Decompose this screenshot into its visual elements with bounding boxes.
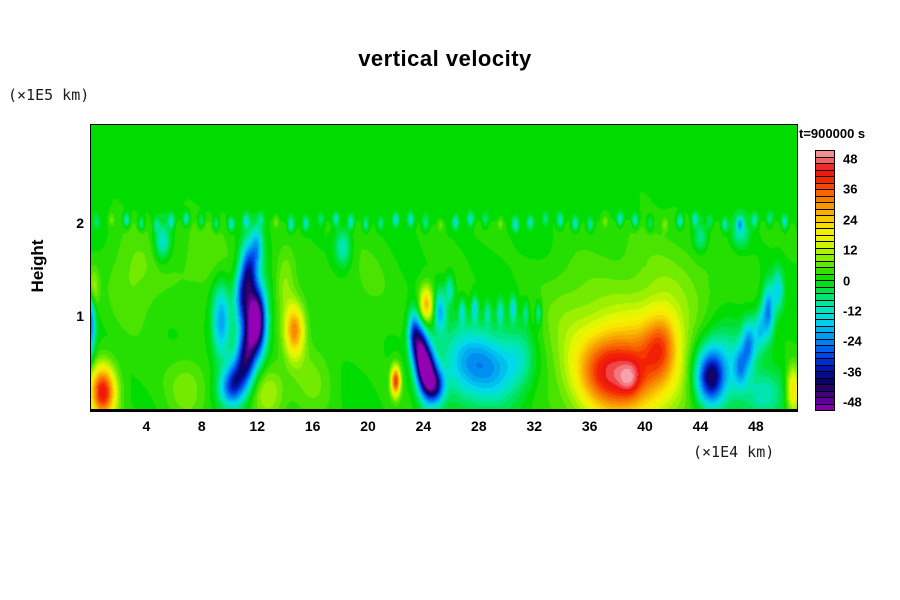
colorbar-cell: [815, 332, 835, 339]
colorbar-cell: [815, 150, 835, 157]
colorbar-cell: [815, 247, 835, 254]
x-tick-label: 4: [142, 418, 151, 434]
colorbar-cell: [815, 156, 835, 163]
colorbar-cell: [815, 371, 835, 378]
colorbar-cell: [815, 163, 835, 170]
colorbar-time-label: t=900000 s: [799, 126, 866, 141]
colorbar-cell: [815, 338, 835, 345]
colorbar-cell: [815, 189, 835, 196]
colorbar-cell: [815, 208, 835, 215]
colorbar-cell: [815, 254, 835, 261]
colorbar-cell: [815, 286, 835, 293]
y-tick-label: 2: [76, 215, 84, 231]
colorbar-tick-label: -24: [843, 333, 862, 349]
colorbar-cell: [815, 345, 835, 352]
colorbar-cell: [815, 384, 835, 391]
x-tick-label: 12: [249, 418, 265, 434]
colorbar-cell: [815, 306, 835, 313]
colorbar-cell: [815, 221, 835, 228]
colorbar-tick-label: 48: [843, 151, 858, 167]
x-tick-label: 48: [748, 418, 764, 434]
colorbar-cell: [815, 358, 835, 365]
colorbar-tick-label: -36: [843, 364, 862, 380]
y-axis-unit-label: (×1E5 km): [8, 86, 90, 104]
colorbar-cell: [815, 403, 835, 411]
x-tick-label: 28: [471, 418, 487, 434]
colorbar-cell: [815, 364, 835, 371]
plot-border: [90, 124, 798, 412]
x-tick-label: 8: [197, 418, 206, 434]
colorbar-cell: [815, 202, 835, 209]
y-axis-label: Height: [28, 239, 47, 293]
colorbar-cell: [815, 377, 835, 384]
y-tick-label: 1: [76, 308, 84, 324]
colorbar-tick-label: 24: [843, 212, 858, 228]
colorbar-cell: [815, 241, 835, 248]
colorbar-cell: [815, 176, 835, 183]
colorbar-cell: [815, 182, 835, 189]
x-tick-label: 40: [637, 418, 653, 434]
x-tick-label: 44: [692, 418, 709, 434]
colorbar-cell: [815, 390, 835, 397]
colorbar-cell: [815, 234, 835, 241]
colorbar-cell: [815, 267, 835, 274]
x-tick-label: 16: [304, 418, 321, 434]
colorbar-cell: [815, 299, 835, 306]
colorbar-cell: [815, 280, 835, 287]
x-axis-unit-label: (×1E4 km): [693, 443, 775, 461]
colorbar: [815, 150, 835, 411]
colorbar-cell: [815, 215, 835, 222]
colorbar-cell: [815, 325, 835, 332]
x-tick-label: 36: [581, 418, 598, 434]
colorbar-tick-label: 12: [843, 242, 858, 258]
colorbar-cell: [815, 312, 835, 319]
colorbar-cell: [815, 351, 835, 358]
velocity-heatmap-canvas: [91, 125, 797, 409]
colorbar-tick-label: 0: [843, 273, 851, 288]
colorbar-cell: [815, 260, 835, 267]
colorbar-cell: [815, 397, 835, 404]
colorbar-cell: [815, 228, 835, 235]
colorbar-tick-label: 36: [843, 181, 858, 197]
x-tick-label: 20: [360, 418, 376, 434]
colorbar-cell: [815, 293, 835, 300]
colorbar-tick-label: -12: [843, 303, 862, 319]
colorbar-cell: [815, 169, 835, 176]
page-title: vertical velocity: [358, 46, 532, 71]
x-tick-label: 24: [415, 418, 432, 434]
colorbar-cell: [815, 319, 835, 326]
colorbar-cell: [815, 273, 835, 280]
colorbar-cell: [815, 195, 835, 202]
x-tick-label: 32: [526, 418, 543, 434]
colorbar-tick-label: -48: [843, 394, 862, 410]
